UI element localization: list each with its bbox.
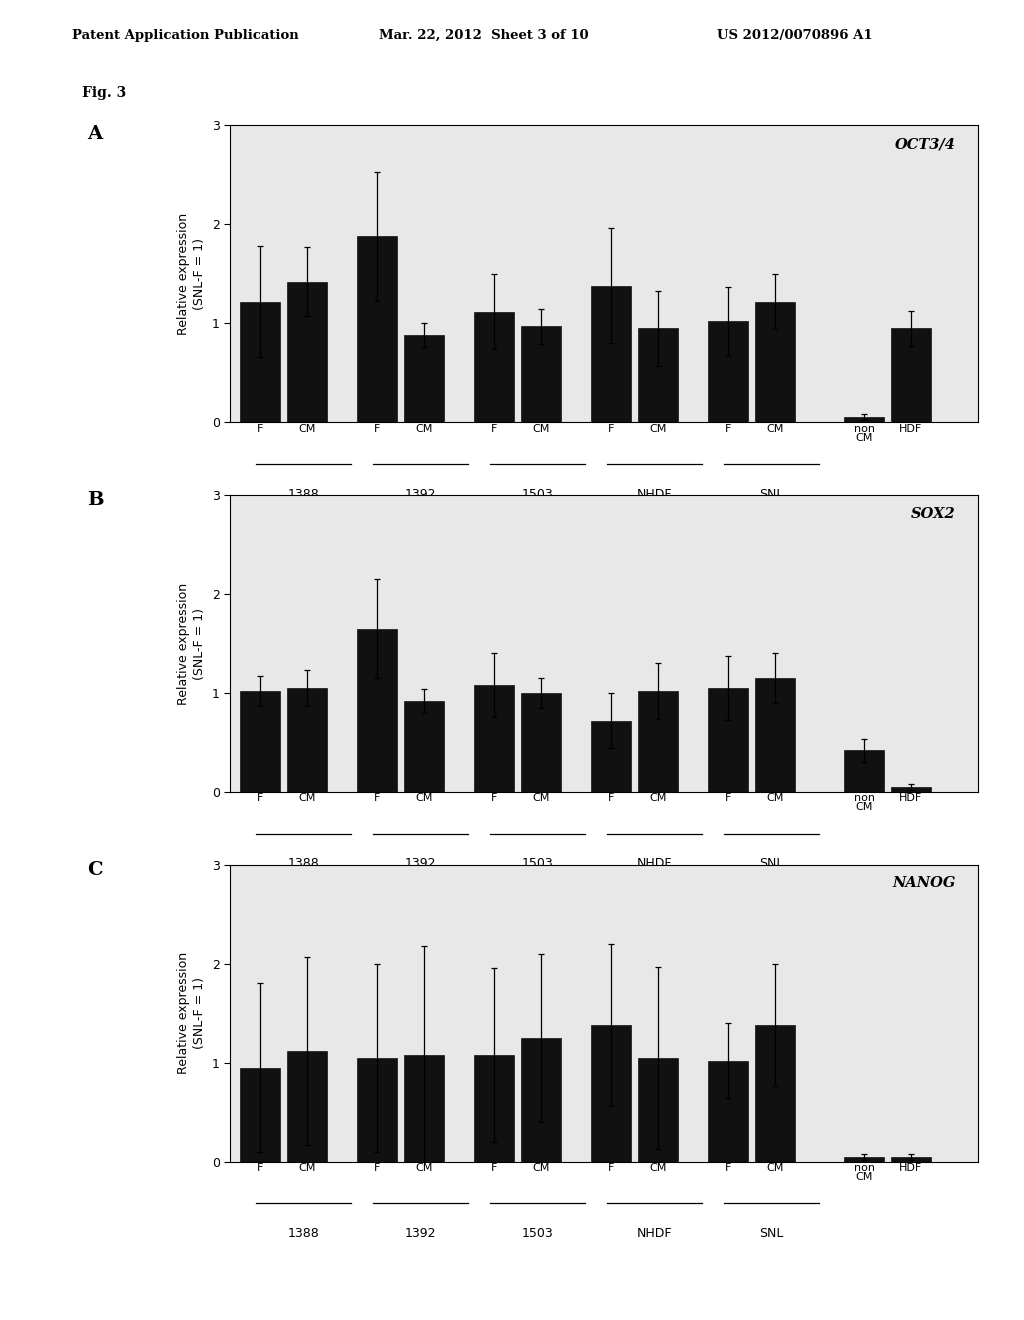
Bar xyxy=(638,329,678,422)
Bar xyxy=(403,1055,444,1162)
Text: B: B xyxy=(87,491,103,510)
Text: 1503: 1503 xyxy=(522,1228,554,1239)
Bar xyxy=(287,281,327,422)
Bar xyxy=(287,1051,327,1162)
Bar xyxy=(474,1055,514,1162)
Text: 1503: 1503 xyxy=(522,858,554,870)
Bar xyxy=(891,787,931,792)
Bar xyxy=(357,628,397,792)
Bar xyxy=(638,1057,678,1162)
Text: 1392: 1392 xyxy=(404,488,436,500)
Bar xyxy=(755,301,795,422)
Text: OCT3/4: OCT3/4 xyxy=(895,137,955,152)
Bar xyxy=(708,688,749,792)
Text: NHDF: NHDF xyxy=(637,1228,673,1239)
Bar xyxy=(591,286,631,422)
Bar xyxy=(357,236,397,422)
Y-axis label: Relative expression
(SNL-F = 1): Relative expression (SNL-F = 1) xyxy=(177,952,207,1074)
Bar xyxy=(591,1024,631,1162)
Bar xyxy=(708,1061,749,1162)
Text: 1392: 1392 xyxy=(404,1228,436,1239)
Bar xyxy=(240,1068,281,1162)
Bar xyxy=(844,750,885,792)
Bar xyxy=(474,685,514,792)
Bar xyxy=(708,321,749,422)
Text: 1388: 1388 xyxy=(288,858,319,870)
Bar xyxy=(520,326,561,422)
Text: NHDF: NHDF xyxy=(637,488,673,500)
Y-axis label: Relative expression
(SNL-F = 1): Relative expression (SNL-F = 1) xyxy=(177,213,207,335)
Bar xyxy=(287,688,327,792)
Bar xyxy=(240,301,281,422)
Bar xyxy=(844,1156,885,1162)
Bar xyxy=(638,692,678,792)
Bar xyxy=(520,693,561,792)
Text: NHDF: NHDF xyxy=(637,858,673,870)
Text: Fig. 3: Fig. 3 xyxy=(82,86,126,100)
Bar xyxy=(403,701,444,792)
Text: A: A xyxy=(87,125,102,144)
Text: 1503: 1503 xyxy=(522,488,554,500)
Bar xyxy=(891,329,931,422)
Bar xyxy=(403,335,444,422)
Text: NANOG: NANOG xyxy=(892,876,955,891)
Text: SNL: SNL xyxy=(760,1228,783,1239)
Text: SNL: SNL xyxy=(760,858,783,870)
Bar xyxy=(357,1057,397,1162)
Y-axis label: Relative expression
(SNL-F = 1): Relative expression (SNL-F = 1) xyxy=(177,582,207,705)
Text: Mar. 22, 2012  Sheet 3 of 10: Mar. 22, 2012 Sheet 3 of 10 xyxy=(379,29,589,42)
Text: US 2012/0070896 A1: US 2012/0070896 A1 xyxy=(717,29,872,42)
Text: SNL: SNL xyxy=(760,488,783,500)
Bar xyxy=(520,1038,561,1162)
Text: Patent Application Publication: Patent Application Publication xyxy=(72,29,298,42)
Bar xyxy=(755,678,795,792)
Bar xyxy=(844,417,885,422)
Bar xyxy=(891,1156,931,1162)
Bar xyxy=(474,312,514,422)
Bar xyxy=(240,692,281,792)
Bar xyxy=(591,721,631,792)
Text: 1388: 1388 xyxy=(288,1228,319,1239)
Text: SOX2: SOX2 xyxy=(911,507,955,521)
Bar xyxy=(755,1024,795,1162)
Text: 1392: 1392 xyxy=(404,858,436,870)
Text: 1388: 1388 xyxy=(288,488,319,500)
Text: C: C xyxy=(87,861,102,879)
